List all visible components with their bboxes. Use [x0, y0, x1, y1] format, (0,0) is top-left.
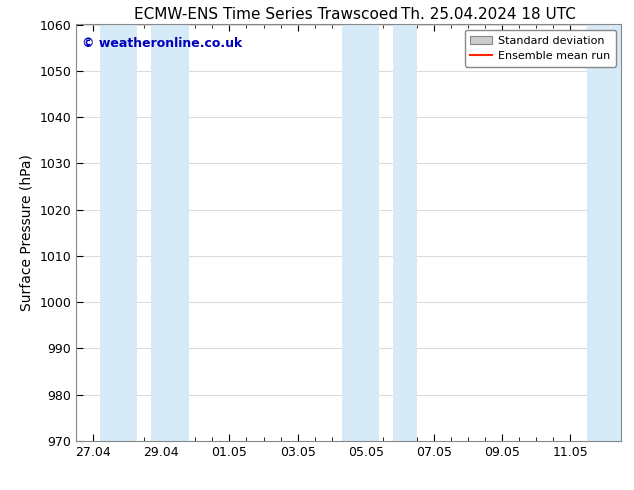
Text: Th. 25.04.2024 18 UTC: Th. 25.04.2024 18 UTC	[401, 7, 576, 23]
Y-axis label: Surface Pressure (hPa): Surface Pressure (hPa)	[20, 154, 34, 311]
Text: ECMW-ENS Time Series Trawscoed: ECMW-ENS Time Series Trawscoed	[134, 7, 398, 23]
Bar	[151, 24, 188, 441]
Legend: Standard deviation, Ensemble mean run: Standard deviation, Ensemble mean run	[465, 30, 616, 67]
Bar	[587, 24, 621, 441]
Bar	[100, 24, 138, 441]
Bar	[342, 24, 379, 441]
Bar	[393, 24, 417, 441]
Text: © weatheronline.co.uk: © weatheronline.co.uk	[82, 37, 242, 50]
